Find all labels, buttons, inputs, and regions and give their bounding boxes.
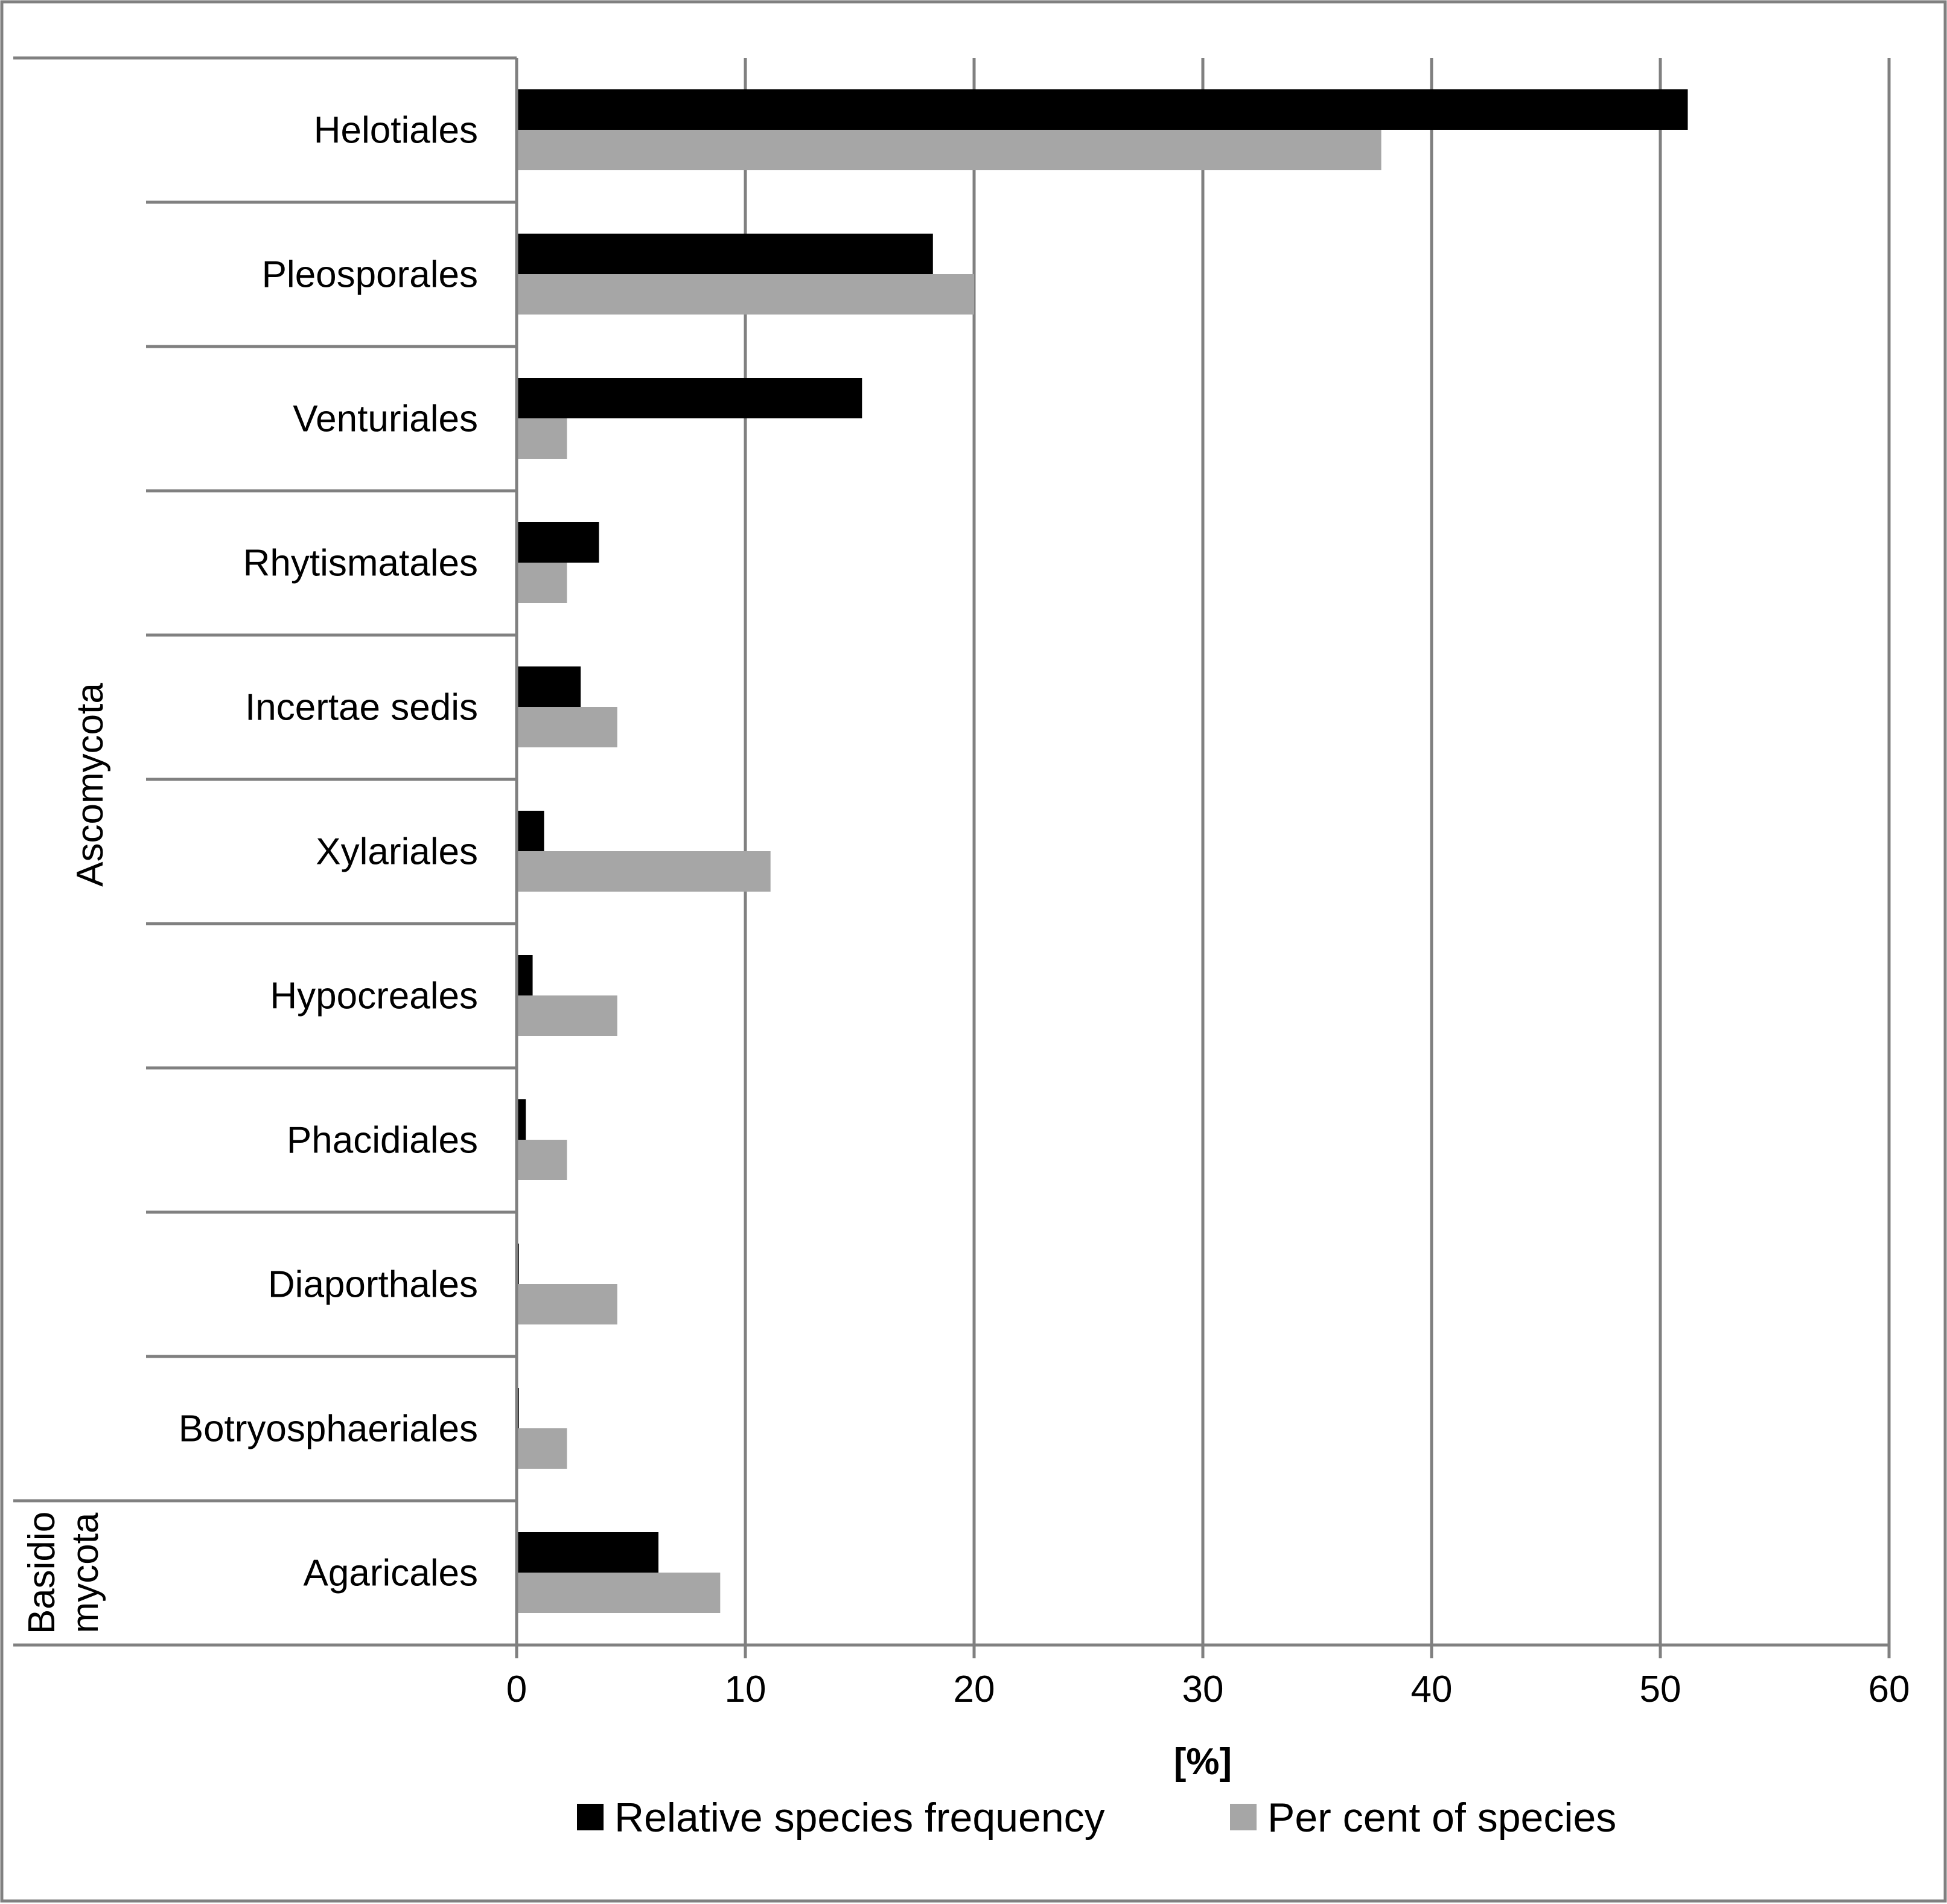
- bar: [517, 955, 533, 995]
- x-tick-label: 50: [1640, 1669, 1681, 1710]
- bar: [517, 1573, 721, 1613]
- bar: [517, 707, 617, 747]
- bars: [517, 89, 1688, 1613]
- bar: [517, 378, 862, 418]
- bar: [517, 995, 617, 1036]
- bar: [517, 563, 567, 603]
- x-axis: 0 10 20 30 40 50 60 [%]: [506, 58, 1910, 1783]
- grid-lines: [744, 58, 1891, 1645]
- legend: Relative species frequency Per cent of sp…: [577, 1795, 1616, 1841]
- legend-swatch: [1230, 1804, 1257, 1830]
- bar: [517, 418, 567, 459]
- x-tick-label: 0: [506, 1669, 527, 1710]
- bar: [517, 1140, 567, 1180]
- bar: [517, 89, 1688, 130]
- category-table: [13, 56, 517, 1647]
- x-tick-label: 20: [954, 1669, 995, 1710]
- legend-label: Per cent of species: [1267, 1795, 1616, 1841]
- x-tick-label: 40: [1411, 1669, 1453, 1710]
- x-tick-label: 10: [725, 1669, 766, 1710]
- category-label: Xylariales: [316, 831, 478, 873]
- bar: [517, 274, 974, 315]
- category-labels: Helotiales Pleosporales Venturiales Rhytism…: [21, 110, 478, 1635]
- legend-swatch: [577, 1804, 604, 1830]
- legend-label: Relative species frequency: [614, 1795, 1105, 1841]
- group-label: Basidio: [21, 1512, 63, 1634]
- bar: [517, 1532, 658, 1573]
- x-axis-title: [%]: [1174, 1741, 1232, 1783]
- x-tick-label: 60: [1869, 1669, 1910, 1710]
- bar: [517, 1284, 617, 1324]
- bar: [517, 522, 599, 563]
- bar: [517, 130, 1381, 170]
- group-label: Ascomycota: [69, 683, 111, 887]
- bar: [517, 1428, 567, 1469]
- category-label: Botryosphaeriales: [179, 1408, 478, 1450]
- category-label: Rhytismatales: [243, 543, 478, 584]
- bar: [517, 666, 581, 707]
- bar: [517, 1099, 526, 1140]
- category-label: Hypocreales: [270, 976, 478, 1017]
- category-label: Venturiales: [293, 398, 478, 440]
- category-label: Diaporthales: [268, 1264, 478, 1306]
- bar: [517, 851, 771, 892]
- bar: [517, 811, 544, 851]
- category-label: Phacidiales: [287, 1120, 478, 1161]
- category-label: Pleosporales: [262, 254, 478, 296]
- category-label: Incertae sedis: [245, 687, 478, 729]
- group-label: mycota: [65, 1512, 106, 1633]
- bar: [517, 234, 933, 274]
- category-label: Helotiales: [314, 110, 478, 152]
- category-label: Agaricales: [304, 1553, 478, 1594]
- x-tick-label: 30: [1182, 1669, 1224, 1710]
